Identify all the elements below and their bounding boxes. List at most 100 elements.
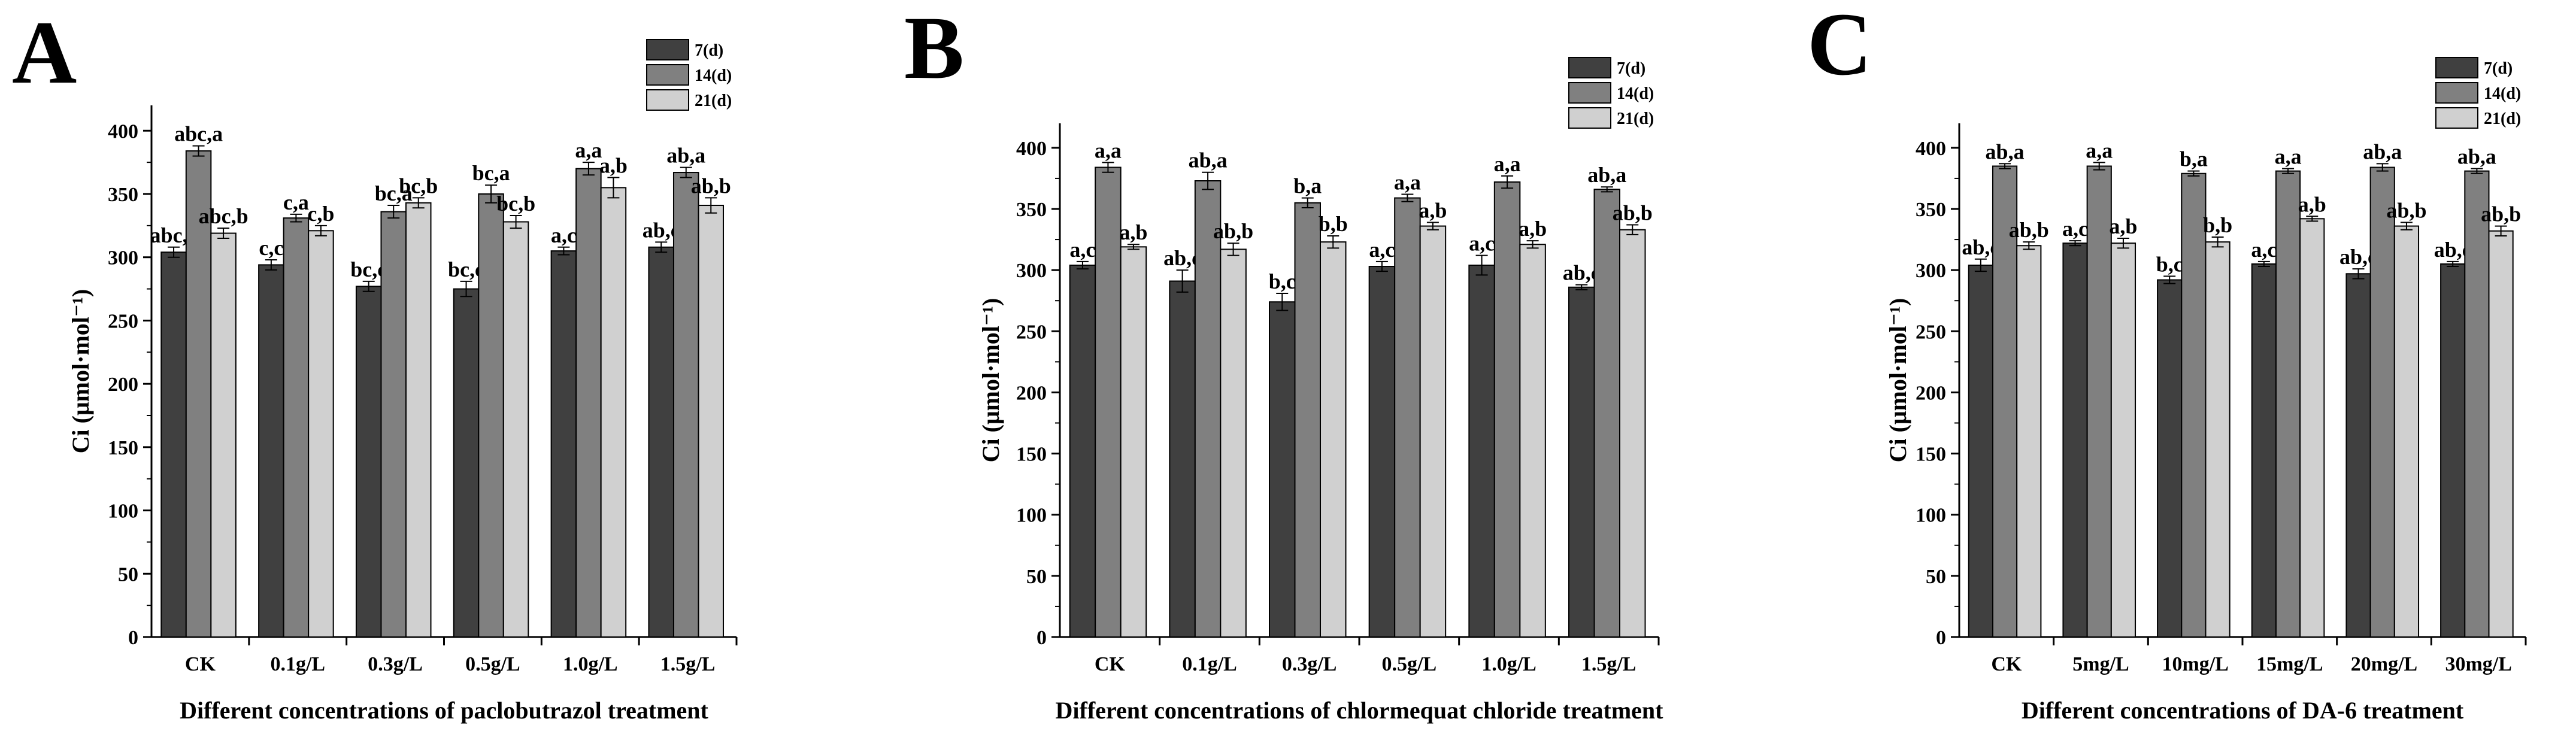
bar <box>1992 165 2018 638</box>
data-label: ab,a <box>1587 163 1626 187</box>
x-tick-label: 0.3g/L <box>368 653 423 675</box>
bar <box>2275 170 2301 638</box>
data-label: c,b <box>307 202 334 226</box>
legend-swatch <box>646 39 689 60</box>
data-label: c,c <box>259 236 283 260</box>
x-tick-label: 0.5g/L <box>465 653 520 675</box>
bar <box>1194 180 1222 638</box>
x-tick-label: 0.3g/L <box>1282 653 1337 675</box>
bar <box>1169 280 1196 638</box>
data-label: ab,b <box>2481 202 2521 226</box>
y-tick-label: 250 <box>108 310 138 332</box>
x-tick-label: 0.1g/L <box>1182 653 1237 675</box>
data-label: a,b <box>1419 198 1447 222</box>
data-label: ab,b <box>691 174 731 198</box>
y-tick-label: 100 <box>108 501 138 523</box>
data-label: a,a <box>1095 138 1122 162</box>
data-label: ab,b <box>2386 198 2426 222</box>
x-axis-title: Different concentrations of DA-6 treatme… <box>2022 697 2464 724</box>
legend-swatch <box>1568 107 1611 129</box>
bar <box>1968 264 1993 638</box>
data-label: bc,b <box>399 174 438 198</box>
bar <box>648 246 674 638</box>
y-tick-label: 400 <box>1016 138 1047 160</box>
panel-letter: C <box>1807 0 1872 94</box>
data-label: a,b <box>599 154 628 178</box>
bar <box>185 150 212 638</box>
data-label: ab,a <box>2363 139 2402 163</box>
bar <box>2110 242 2136 638</box>
bar <box>2464 170 2490 638</box>
y-tick-label: 0 <box>128 627 138 649</box>
legend-label: 21(d) <box>1617 110 1654 128</box>
data-label: b,a <box>1293 174 1322 198</box>
bar <box>2251 263 2277 638</box>
data-label: a,c <box>1369 238 1395 262</box>
legend-swatch <box>2435 82 2478 104</box>
x-axis-title: Different concentrations of paclobutrazo… <box>180 697 708 724</box>
y-tick-label: 50 <box>118 563 138 586</box>
legend-label: 21(d) <box>695 92 732 110</box>
bar <box>2488 230 2514 638</box>
data-label: b,c <box>2156 252 2183 276</box>
bar <box>1120 246 1147 638</box>
data-label: a,b <box>1119 220 1147 244</box>
legend-label: 14(d) <box>1617 84 1654 103</box>
y-tick-label: 150 <box>1916 444 1946 466</box>
x-tick-label: 0.5g/L <box>1382 653 1437 675</box>
bar <box>283 217 310 638</box>
legend-label: 7(d) <box>2484 59 2513 78</box>
y-tick-label: 150 <box>1016 444 1047 466</box>
data-label: ab,a <box>2457 145 2496 169</box>
data-label: b,a <box>2180 147 2208 171</box>
bar <box>2157 279 2183 638</box>
data-label: ab,a <box>1189 148 1228 172</box>
y-tick-label: 300 <box>1916 260 1946 282</box>
bar <box>453 288 480 638</box>
legend-label: 7(d) <box>695 41 723 60</box>
data-label: a,a <box>575 138 602 162</box>
bar <box>2369 166 2395 638</box>
y-tick-label: 100 <box>1916 505 1946 527</box>
data-label: a,b <box>1519 217 1547 241</box>
y-tick-label: 250 <box>1016 321 1047 343</box>
y-tick-label: 150 <box>108 437 138 459</box>
x-tick-label: CK <box>1991 653 2022 675</box>
y-tick-label: 200 <box>1016 382 1047 404</box>
x-tick-label: 15mg/L <box>2256 653 2323 675</box>
data-label: ab,a <box>1986 139 2025 163</box>
data-label: a,a <box>1394 170 1421 194</box>
y-tick-label: 50 <box>1026 566 1047 588</box>
panel-letter: A <box>12 3 77 102</box>
y-tick-label: 300 <box>1016 260 1047 282</box>
bar <box>355 286 382 638</box>
data-label: a,a <box>2086 138 2113 162</box>
bar <box>600 187 627 638</box>
y-tick-label: 350 <box>108 184 138 206</box>
bar <box>1593 189 1620 638</box>
bar <box>1419 225 1447 638</box>
y-tick-label: 50 <box>1926 566 1946 588</box>
data-label: ab,b <box>1613 201 1653 225</box>
bar <box>550 250 577 638</box>
x-tick-label: 20mg/L <box>2351 653 2417 675</box>
chart-panel-c: C 0 50 100 150 200 250 300 350 400 Ci (μmol·mol⁻¹)… <box>1807 0 2533 724</box>
bar <box>2181 172 2207 638</box>
data-label: a,c <box>1069 238 1095 262</box>
x-tick-label: CK <box>185 653 216 675</box>
data-label: bc,a <box>472 161 510 185</box>
data-label: abc,a <box>174 122 223 146</box>
x-tick-label: 0.1g/L <box>270 653 325 675</box>
bar <box>2062 242 2088 638</box>
bar <box>2393 225 2420 638</box>
x-tick-label: 1.0g/L <box>563 653 618 675</box>
bar <box>502 221 529 638</box>
bar <box>1095 166 1122 638</box>
legend-label: 14(d) <box>695 66 732 85</box>
data-label: a,c <box>551 223 577 247</box>
y-tick-label: 0 <box>1037 627 1047 649</box>
legend-swatch <box>646 64 689 86</box>
legend-swatch <box>2435 107 2478 129</box>
data-label: ab,a <box>666 144 705 168</box>
